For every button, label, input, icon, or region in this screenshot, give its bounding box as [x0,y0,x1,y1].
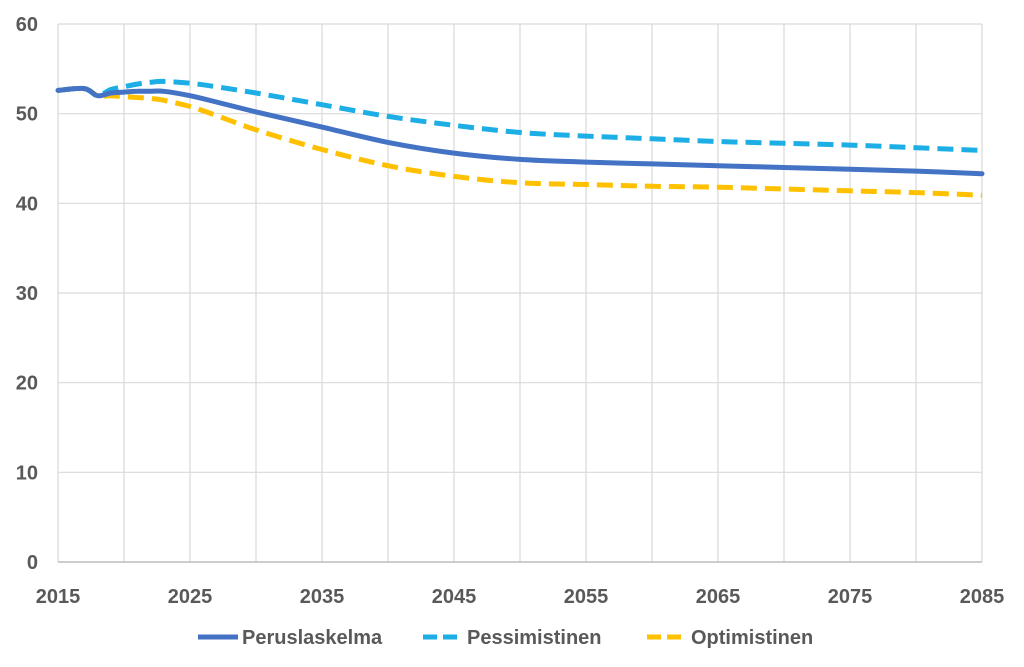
y-tick-label-20: 20 [16,373,38,395]
series-line-optimistinen [57,85,983,198]
y-tick-label-0: 0 [27,552,38,574]
series-lines [55,78,985,198]
series-line-pessimistinen [57,78,983,153]
x-tick-label-2065: 2065 [696,586,741,608]
y-tick-label-30: 30 [16,283,38,305]
gridlines [57,23,983,563]
x-tick-label-2025: 2025 [168,586,213,608]
x-tick-label-2035: 2035 [300,586,345,608]
y-tick-label-50: 50 [16,104,38,126]
x-tick-label-2055: 2055 [564,586,609,608]
x-tick-label-2085: 2085 [960,586,1005,608]
x-tick-label-2075: 2075 [828,586,873,608]
series-line-peruslaskelma [55,85,985,177]
x-tick-label-2045: 2045 [432,586,477,608]
y-axis-tick-labels: 0 10 20 30 40 50 60 [16,14,38,574]
legend: Peruslaskelma Pessimistinen Optimistinen [198,627,813,649]
y-tick-label-10: 10 [16,462,38,484]
y-tick-label-40: 40 [16,193,38,215]
x-tick-label-2015: 2015 [36,586,81,608]
x-axis-tick-labels: 2015 2025 2035 2045 2055 2065 2075 2085 [36,586,1005,608]
legend-label-optimistinen: Optimistinen [691,627,813,649]
y-tick-label-60: 60 [16,14,38,36]
legend-label-peruslaskelma: Peruslaskelma [242,627,383,649]
legend-label-pessimistinen: Pessimistinen [467,627,602,649]
